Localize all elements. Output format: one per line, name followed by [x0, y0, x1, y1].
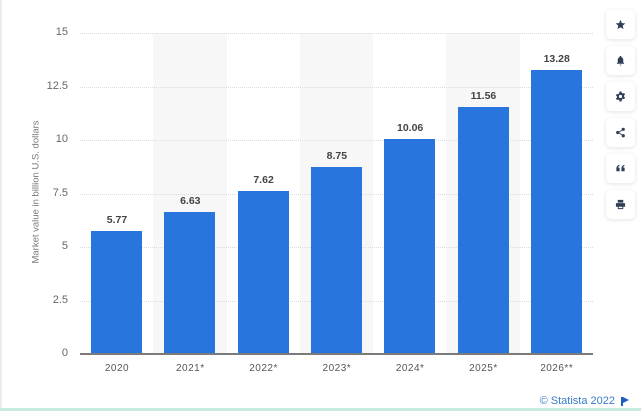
bar[interactable]: [530, 69, 582, 354]
gear-icon: [615, 91, 626, 102]
bell-icon: [616, 55, 625, 66]
star-icon: [615, 19, 626, 30]
bar-value-label: 6.63: [180, 195, 201, 208]
x-tick-label: 2023*: [322, 363, 352, 374]
frame-left-border: [0, 0, 2, 409]
statista-credit[interactable]: © Statista 2022: [540, 395, 629, 407]
x-tick-label: 2022*: [249, 363, 278, 374]
quote-icon: [616, 164, 625, 172]
print-button[interactable]: [606, 190, 635, 219]
chart-toolbar: [606, 10, 635, 219]
print-icon: [615, 199, 626, 210]
bar[interactable]: [91, 230, 143, 354]
share-icon: [616, 127, 625, 138]
bar-value-label: 11.56: [470, 89, 497, 102]
bar-value-label: 13.28: [543, 52, 570, 65]
x-tick-label: 2024*: [395, 363, 425, 374]
bar[interactable]: [384, 138, 436, 354]
bar[interactable]: [237, 190, 289, 354]
x-tick-label: 2025*: [469, 363, 498, 374]
favorite-button[interactable]: [606, 10, 635, 39]
share-button[interactable]: [606, 118, 635, 147]
x-tick-label: 2021*: [175, 363, 205, 374]
bar[interactable]: [457, 106, 509, 354]
y-tick-label: 12.5: [46, 79, 68, 92]
x-tick-label: 2020: [104, 363, 130, 374]
cite-button[interactable]: [606, 154, 635, 183]
flag-icon[interactable]: [621, 396, 629, 406]
gridline: [80, 86, 593, 88]
y-tick-label: 2.5: [52, 293, 68, 306]
gridline: [80, 33, 593, 34]
bar-value-label: 7.62: [253, 173, 274, 186]
y-tick-label: 0: [61, 347, 68, 359]
frame-bottom-border: [0, 408, 641, 411]
settings-button[interactable]: [606, 82, 635, 111]
y-tick-label: 15: [55, 26, 68, 38]
plot-area: 0 2.5 5 7.5 10 12.5 15 5.77 2020 6.63 2021* 7.62 202…: [47, 26, 593, 374]
bar-value-label: 5.77: [106, 213, 128, 226]
y-tick-label: 10: [55, 133, 68, 145]
bar-value-label: 8.75: [326, 149, 348, 162]
bar[interactable]: [164, 212, 216, 354]
notification-button[interactable]: [606, 46, 635, 75]
x-axis-line: [80, 353, 593, 355]
credit-text: © Statista 2022: [539, 395, 615, 407]
x-tick-label: 2026**: [540, 363, 574, 374]
y-tick-label: 7.5: [52, 186, 68, 199]
gridline: [80, 140, 593, 141]
bar-value-label: 10.06: [397, 121, 424, 134]
bar[interactable]: [311, 166, 362, 354]
y-tick-label: 5: [61, 240, 68, 252]
